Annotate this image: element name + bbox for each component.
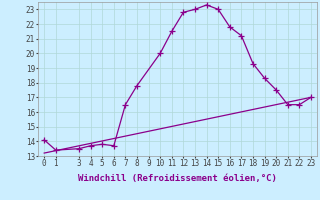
X-axis label: Windchill (Refroidissement éolien,°C): Windchill (Refroidissement éolien,°C) bbox=[78, 174, 277, 183]
